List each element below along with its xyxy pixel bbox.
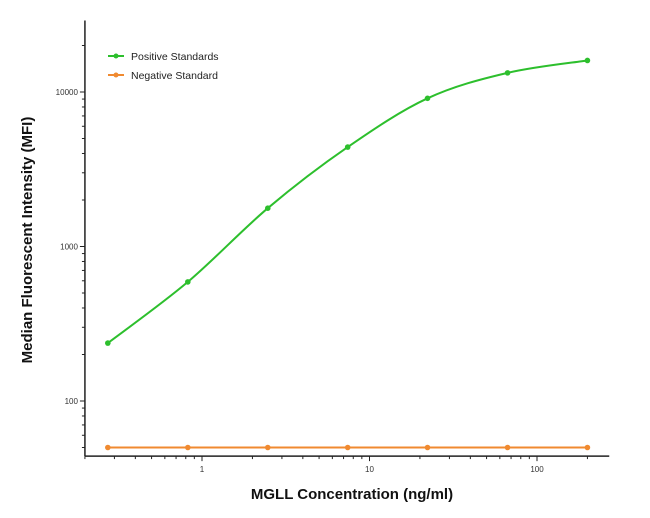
legend-marker-negative <box>113 72 119 78</box>
data-point-1 <box>185 444 191 451</box>
data-point-0 <box>584 57 591 64</box>
data-point-0 <box>105 340 111 346</box>
x-tick-label: 10 <box>365 465 374 474</box>
y-tick-label: 100 <box>65 397 79 406</box>
plot-marks <box>105 57 591 451</box>
legend-item-negative: Negative Standard <box>108 70 218 82</box>
data-point-0 <box>185 279 191 285</box>
legend-label-negative: Negative Standard <box>131 70 218 82</box>
data-point-0 <box>424 95 431 102</box>
data-point-0 <box>504 70 511 76</box>
y-axis-title: Median Fluorescent Intensity (MFI) <box>19 117 36 364</box>
data-point-1 <box>264 444 271 451</box>
legend-marker-positive <box>113 53 119 59</box>
x-tick-label: 1 <box>200 465 205 474</box>
axes: 1 10 100 100 1000 10000 <box>56 20 610 474</box>
data-point-1 <box>584 444 591 451</box>
y-tick-label: 1000 <box>60 243 78 252</box>
x-axis-title: MGLL Concentration (ng/ml) <box>251 486 453 503</box>
legend-label-positive: Positive Standards <box>131 51 219 63</box>
legend-item-positive: Positive Standards <box>108 51 219 63</box>
data-point-1 <box>105 444 111 451</box>
data-point-0 <box>264 205 271 211</box>
data-point-1 <box>504 444 511 451</box>
x-tick-label: 100 <box>530 465 544 474</box>
y-tick-label: 10000 <box>56 88 79 97</box>
data-point-1 <box>424 444 431 451</box>
series-line-0 <box>107 59 588 344</box>
data-point-1 <box>344 444 351 451</box>
data-point-0 <box>344 144 351 150</box>
legend: Positive Standards Negative Standard <box>108 51 219 82</box>
